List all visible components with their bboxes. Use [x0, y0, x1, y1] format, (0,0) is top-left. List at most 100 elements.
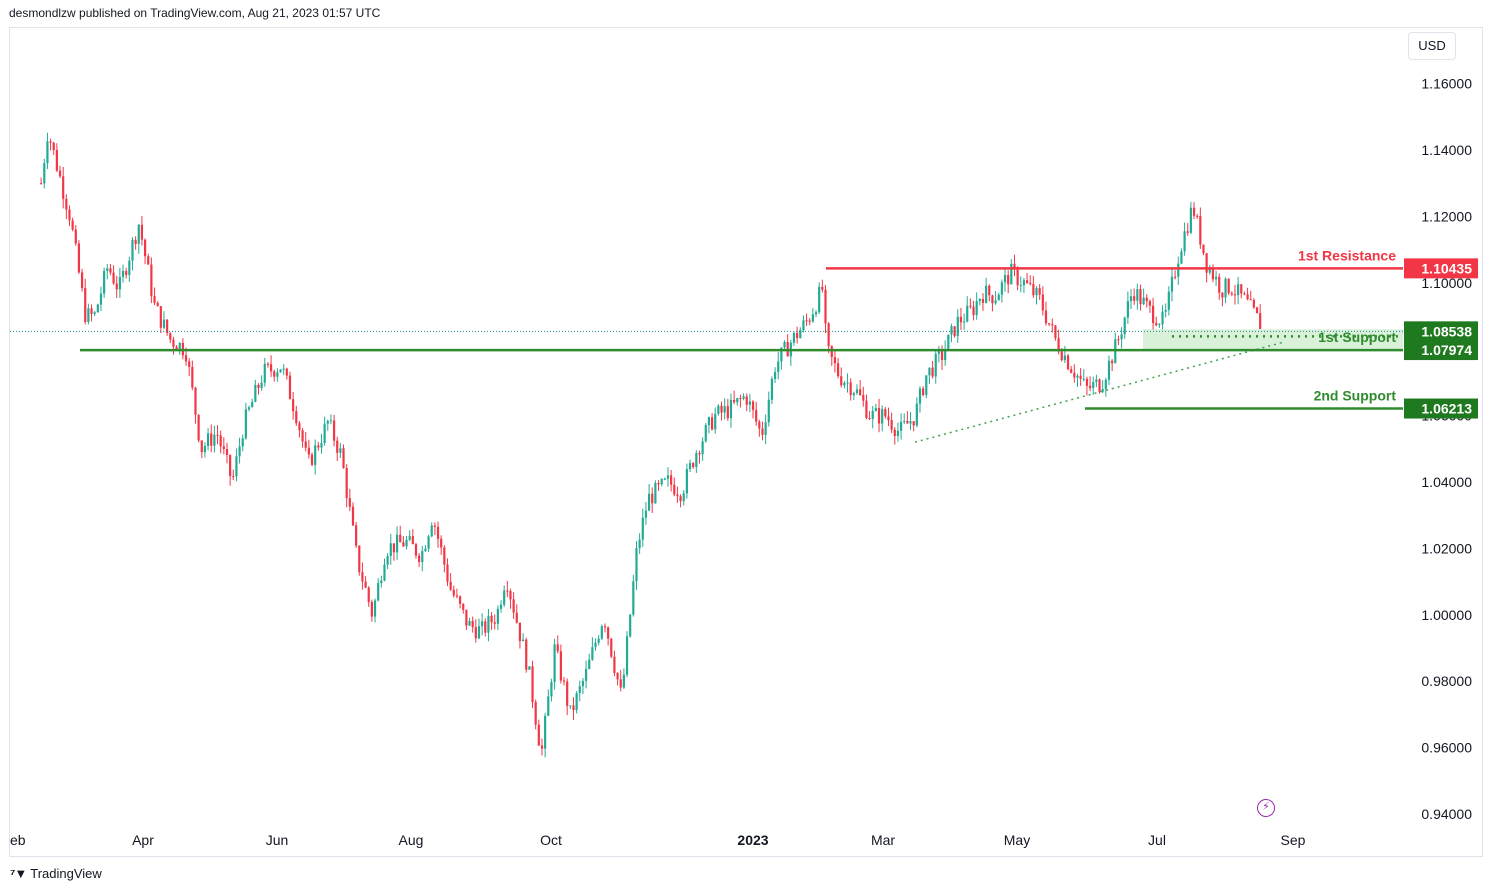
candle-up: [528, 666, 531, 670]
candle-down: [225, 448, 229, 456]
candle-down: [676, 494, 679, 497]
candle-up: [251, 401, 254, 408]
candle-down: [796, 332, 799, 339]
candle-up: [247, 407, 251, 410]
candle-down: [1252, 299, 1255, 308]
currency-button[interactable]: USD: [1408, 32, 1456, 60]
candle-down: [257, 384, 260, 388]
candle-down: [1111, 360, 1114, 364]
candle-down: [1057, 338, 1060, 352]
candle-up: [811, 314, 814, 322]
candle-down: [893, 429, 896, 437]
candle-up: [282, 368, 285, 370]
candle-up: [1142, 297, 1145, 305]
candle-up: [380, 580, 383, 584]
candle-down: [1025, 280, 1029, 283]
candle-down: [317, 445, 320, 448]
candle-down: [1230, 293, 1233, 295]
candle-up: [1214, 276, 1218, 280]
candle-down: [1202, 244, 1205, 254]
candle-down: [310, 454, 314, 465]
candle-down: [125, 270, 128, 275]
candle-up: [846, 382, 849, 384]
candle-up: [496, 608, 499, 624]
candle-down: [1218, 276, 1221, 293]
candle-up: [279, 369, 282, 373]
candle-up: [748, 401, 751, 405]
candle-down: [1199, 216, 1202, 245]
candle-down: [191, 366, 194, 388]
candle-down: [1088, 385, 1092, 389]
candle-down: [458, 596, 462, 604]
lightning-icon[interactable]: ⚡: [1257, 799, 1275, 817]
candle-up: [871, 410, 874, 419]
candle-up: [575, 693, 578, 711]
candle-down: [1233, 294, 1237, 296]
candle-down: [474, 627, 477, 639]
candle-down: [285, 368, 288, 376]
candle-up: [723, 406, 726, 413]
candle-down: [1133, 296, 1136, 301]
candle-down: [512, 599, 515, 613]
candle-up: [118, 277, 121, 290]
candle-up: [644, 510, 648, 518]
candle-up: [903, 420, 906, 422]
candle-up: [1161, 311, 1164, 325]
candle-up: [137, 224, 140, 244]
candle-up: [1082, 378, 1085, 380]
footer-brand[interactable]: ⁷▼ TradingView: [10, 866, 102, 881]
candle-down: [229, 455, 232, 477]
candle-up: [729, 399, 733, 419]
candle-down: [673, 484, 676, 495]
time-tick-label: Jul: [1148, 832, 1166, 848]
candle-down: [912, 421, 915, 426]
candle-up: [985, 285, 988, 303]
candle-up: [477, 626, 481, 639]
candle-up: [1003, 274, 1007, 283]
candle-up: [1136, 289, 1139, 301]
candle-up: [103, 270, 106, 294]
candle-up: [717, 405, 720, 414]
candle-down: [988, 285, 991, 296]
candle-down: [1221, 292, 1224, 298]
candle-down: [692, 463, 695, 468]
candle-down: [525, 639, 528, 670]
candle-up: [544, 715, 547, 749]
candle-down: [1079, 375, 1082, 379]
candle-up: [581, 680, 585, 687]
candle-down: [821, 286, 824, 290]
candle-up: [468, 621, 471, 626]
candle-down: [720, 405, 723, 413]
candle-up: [1120, 334, 1123, 340]
candle-up: [947, 334, 950, 350]
candle-up: [326, 420, 329, 424]
candle-down: [80, 272, 84, 289]
resistance-price-tag-bg: [1404, 258, 1478, 279]
candle-down: [292, 399, 295, 412]
candle-up: [578, 686, 581, 694]
candle-down: [726, 406, 729, 419]
candle-down: [147, 256, 150, 265]
candle-up: [383, 564, 386, 581]
candle-up: [339, 448, 342, 453]
footer-brand-label: TradingView: [30, 866, 102, 881]
candle-up: [997, 294, 1000, 301]
candle-up: [584, 668, 588, 681]
price-tick-label: 1.10000: [1421, 275, 1472, 291]
candle-up: [950, 326, 953, 335]
candle-down: [348, 498, 351, 507]
price-axis: 1.160001.140001.120001.100001.080001.060…: [1404, 76, 1478, 822]
candle-up: [635, 548, 638, 582]
candle-up: [93, 312, 96, 314]
candle-up: [962, 321, 966, 323]
candle-down: [443, 547, 446, 565]
candle-down: [304, 441, 307, 448]
candle-down: [266, 363, 270, 365]
candle-down: [739, 398, 742, 400]
candle-down: [465, 609, 468, 626]
candle-up: [714, 413, 717, 430]
candle-down: [355, 525, 358, 546]
candle-down: [345, 467, 348, 499]
candle-down: [307, 447, 310, 455]
candle-down: [518, 622, 522, 642]
